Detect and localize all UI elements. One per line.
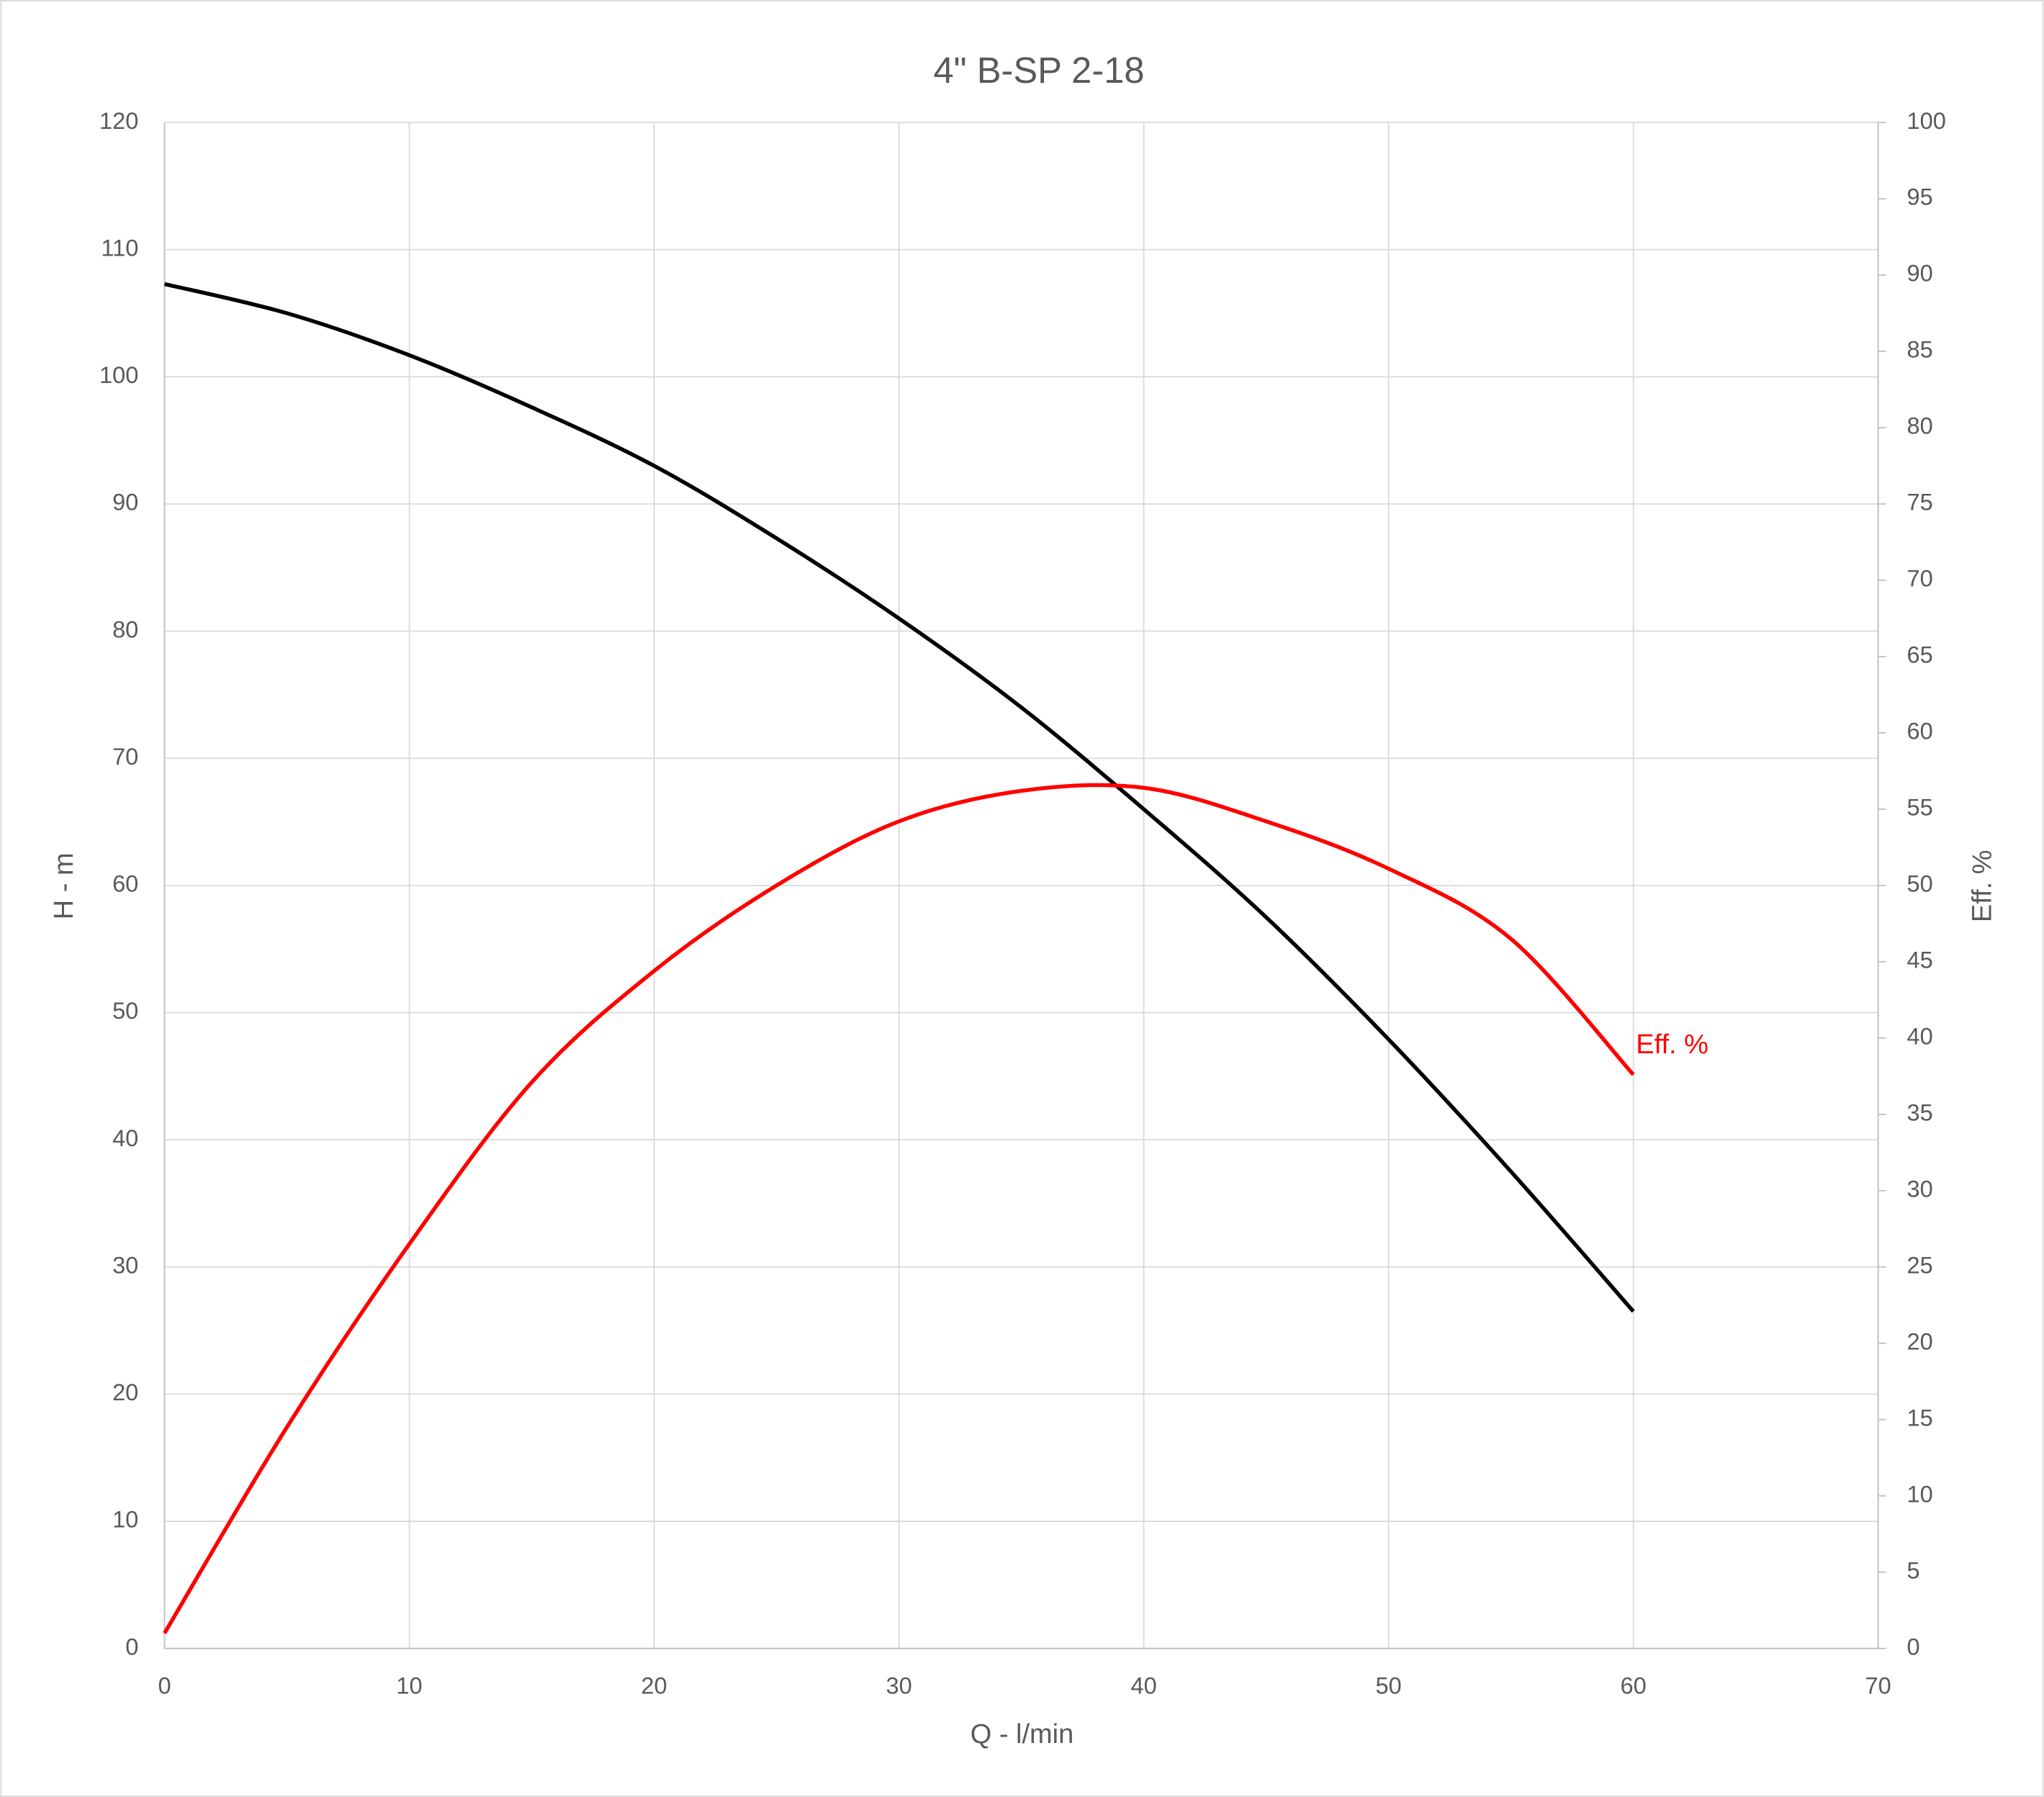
y2-tick-label: 75 (1906, 490, 1932, 515)
y-tick-label: 70 (112, 744, 138, 770)
y-tick-label: 60 (112, 871, 138, 897)
y-tick-label: 110 (101, 235, 138, 261)
y2-tick-label: 30 (1906, 1176, 1932, 1202)
y-tick-label: 120 (99, 108, 138, 134)
y2-tick-label: 35 (1906, 1099, 1932, 1125)
y2-tick-label: 50 (1906, 871, 1932, 897)
y2-tick-label: 5 (1906, 1557, 1919, 1583)
x-tick-label: 20 (641, 1673, 667, 1699)
x-tick-label: 50 (1376, 1673, 1402, 1699)
y2-tick-label: 10 (1906, 1481, 1932, 1507)
x-tick-label: 30 (886, 1673, 911, 1699)
y2-tick-label: 85 (1906, 337, 1932, 363)
y2-tick-label: 60 (1906, 719, 1932, 744)
series-line (163, 282, 1635, 1313)
y2-tick-label: 90 (1906, 261, 1932, 287)
y2-tick-label: 40 (1906, 1023, 1932, 1049)
x-tick-label: 60 (1621, 1673, 1647, 1699)
y-tick-label: 20 (112, 1379, 138, 1405)
y2-tick-label: 70 (1906, 566, 1932, 592)
y2-tick-label: 15 (1906, 1405, 1932, 1431)
series-label: Eff. % (1636, 1030, 1708, 1060)
chart-title: 4" B-SP 2-18 (933, 50, 1144, 91)
y-tick-label: 10 (112, 1507, 138, 1533)
y-tick-label: 50 (112, 998, 138, 1024)
x-tick-label: 40 (1130, 1673, 1156, 1699)
x-tick-label: 70 (1865, 1673, 1891, 1699)
y-tick-label: 0 (125, 1634, 138, 1659)
y-tick-label: 40 (112, 1125, 138, 1151)
y-tick-label: 30 (112, 1252, 138, 1278)
x-axis-label: Q - l/min (971, 1719, 1074, 1749)
y-tick-label: 100 (99, 362, 138, 388)
y2-axis-label: Eff. % (1967, 850, 1997, 922)
x-tick-label: 0 (158, 1673, 171, 1699)
y2-tick-label: 80 (1906, 413, 1932, 439)
y2-tick-label: 55 (1906, 795, 1932, 821)
x-tick-label: 10 (396, 1673, 422, 1699)
y2-tick-label: 20 (1906, 1328, 1932, 1354)
y2-tick-label: 45 (1906, 947, 1932, 973)
y2-tick-label: 25 (1906, 1252, 1932, 1278)
y2-tick-label: 95 (1906, 184, 1932, 210)
y2-tick-label: 65 (1906, 642, 1932, 668)
y2-tick-label: 0 (1906, 1634, 1919, 1659)
y-tick-label: 90 (112, 490, 138, 515)
y2-tick-label: 100 (1906, 108, 1945, 134)
series-line (163, 783, 1635, 1634)
y-axis-label: H - m (49, 852, 79, 919)
y-tick-label: 80 (112, 616, 138, 642)
